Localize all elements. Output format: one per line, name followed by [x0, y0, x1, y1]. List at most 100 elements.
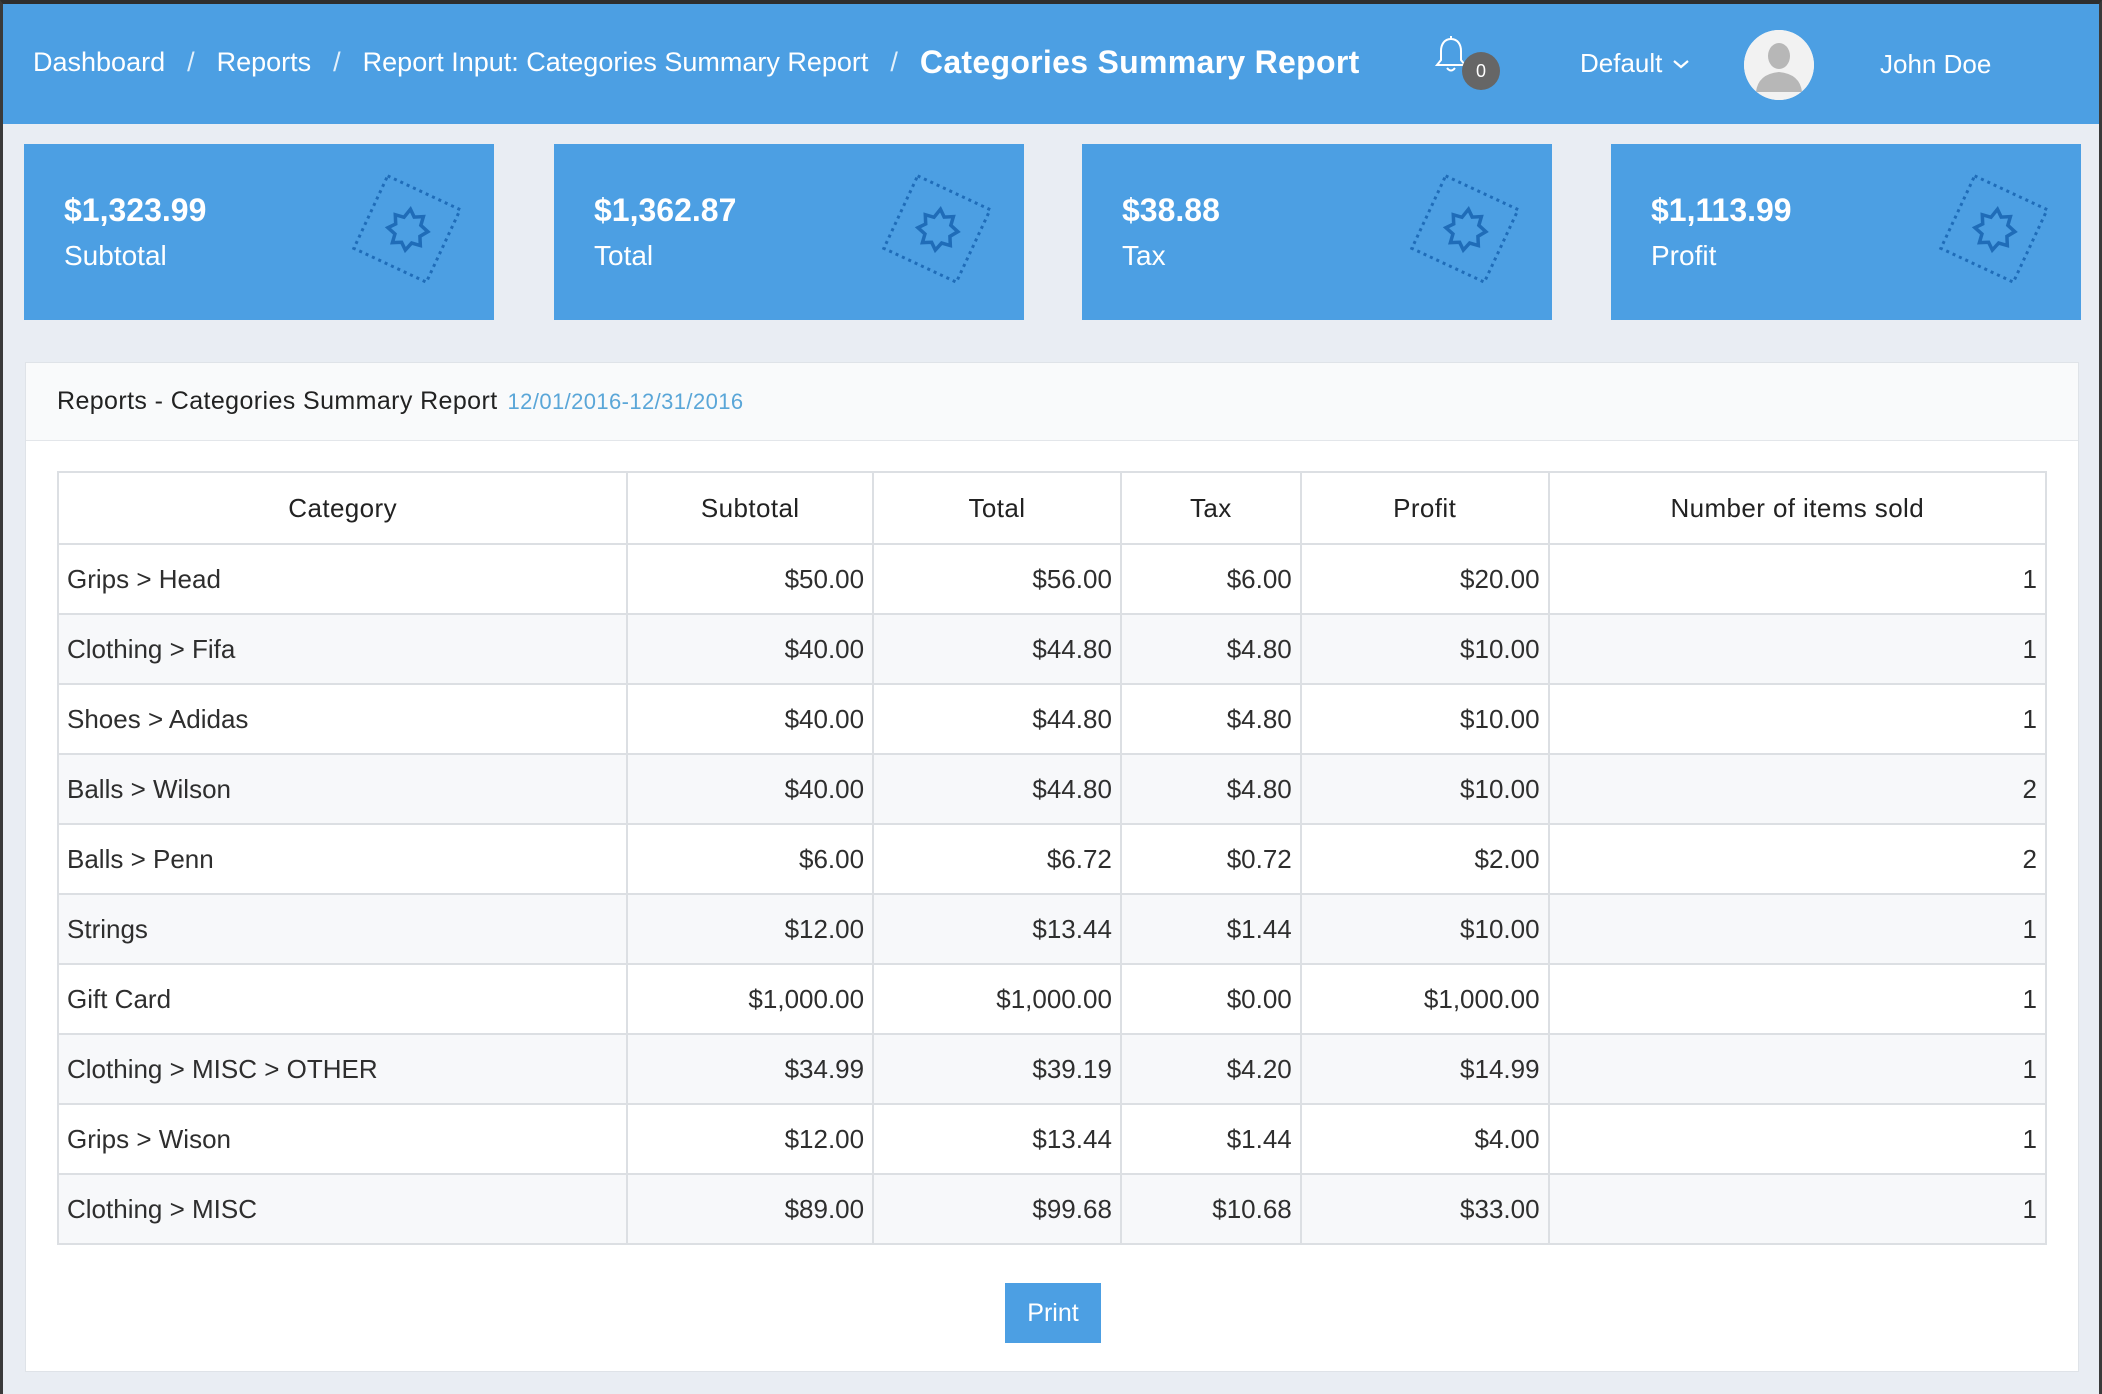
table-row: Balls > Wilson $40.00 $44.80 $4.80 $10.0…	[56, 753, 2048, 825]
default-dropdown[interactable]: Default	[1580, 48, 1690, 79]
chevron-down-icon	[1673, 59, 1690, 68]
table-row: Grips > Head $50.00 $56.00 $6.00 $20.00 …	[56, 543, 2048, 615]
user-silhouette-icon	[1744, 30, 1814, 100]
panel-title: Reports - Categories Summary Report	[57, 387, 498, 415]
cell-total: $6.72	[872, 823, 1122, 895]
table-row: Strings $12.00 $13.44 $1.44 $10.00 1	[56, 893, 2048, 965]
table-row: Clothing > Fifa $40.00 $44.80 $4.80 $10.…	[56, 613, 2048, 685]
cell-total: $39.19	[872, 1033, 1122, 1105]
print-button[interactable]: Print	[1005, 1283, 1101, 1343]
cell-profit: $10.00	[1299, 613, 1550, 685]
cell-category: Shoes > Adidas	[56, 683, 629, 755]
top-navbar: Dashboard / Reports / Report Input: Cate…	[0, 0, 2102, 124]
cell-profit: $10.00	[1299, 893, 1550, 965]
cell-subtotal: $40.00	[626, 683, 875, 755]
table-row: Clothing > MISC > OTHER $34.99 $39.19 $4…	[56, 1033, 2048, 1105]
cell-category: Balls > Penn	[56, 823, 629, 895]
cell-items-sold: 1	[1547, 1033, 2048, 1105]
cell-profit: $4.00	[1299, 1103, 1550, 1175]
gear-badge-icon	[1409, 173, 1521, 285]
column-header-tax[interactable]: Tax	[1119, 471, 1302, 545]
cell-category: Grips > Wison	[56, 1103, 629, 1175]
cell-items-sold: 1	[1547, 1173, 2048, 1245]
card-value: $38.88	[1122, 192, 1220, 228]
table-row: Gift Card $1,000.00 $1,000.00 $0.00 $1,0…	[56, 963, 2048, 1035]
table-row: Balls > Penn $6.00 $6.72 $0.72 $2.00 2	[56, 823, 2048, 895]
cell-items-sold: 1	[1547, 893, 2048, 965]
cell-subtotal: $12.00	[626, 1103, 875, 1175]
cell-total: $44.80	[872, 613, 1122, 685]
breadcrumb-reports[interactable]: Reports	[216, 46, 312, 77]
cell-tax: $0.00	[1119, 963, 1302, 1035]
card-label: Profit	[1651, 240, 1717, 271]
gear-badge-icon	[881, 173, 993, 285]
bell-icon	[1434, 36, 1468, 72]
cell-subtotal: $1,000.00	[626, 963, 875, 1035]
cell-category: Clothing > MISC	[56, 1173, 629, 1245]
cell-subtotal: $89.00	[626, 1173, 875, 1245]
notifications-button[interactable]: 0	[1430, 32, 1500, 92]
cell-subtotal: $40.00	[626, 753, 875, 825]
column-header-category[interactable]: Category	[56, 471, 629, 545]
report-panel: Reports - Categories Summary Report 12/0…	[25, 362, 2079, 1372]
cell-total: $56.00	[872, 543, 1122, 615]
notification-count-badge: 0	[1462, 52, 1500, 90]
breadcrumb: Dashboard / Reports / Report Input: Cate…	[33, 44, 1360, 81]
cell-category: Balls > Wilson	[56, 753, 629, 825]
cell-tax: $4.80	[1119, 683, 1302, 755]
panel-header: Reports - Categories Summary Report 12/0…	[26, 363, 2078, 441]
column-header-subtotal[interactable]: Subtotal	[626, 471, 875, 545]
card-profit: $1,113.99 Profit	[1611, 144, 2081, 320]
breadcrumb-separator: /	[890, 46, 898, 77]
column-header-total[interactable]: Total	[872, 471, 1122, 545]
cell-items-sold: 1	[1547, 543, 2048, 615]
cell-subtotal: $12.00	[626, 893, 875, 965]
card-tax: $38.88 Tax	[1082, 144, 1552, 320]
gear-badge-icon	[1938, 173, 2050, 285]
column-header-items-sold[interactable]: Number of items sold	[1547, 471, 2048, 545]
cell-category: Strings	[56, 893, 629, 965]
user-name[interactable]: John Doe	[1880, 49, 1992, 79]
card-label: Tax	[1122, 240, 1166, 271]
cell-subtotal: $6.00	[626, 823, 875, 895]
cell-profit: $10.00	[1299, 683, 1550, 755]
cell-tax: $1.44	[1119, 1103, 1302, 1175]
cell-tax: $4.80	[1119, 613, 1302, 685]
cell-profit: $14.99	[1299, 1033, 1550, 1105]
cell-items-sold: 2	[1547, 753, 2048, 825]
breadcrumb-dashboard[interactable]: Dashboard	[33, 46, 166, 77]
avatar[interactable]	[1744, 30, 1814, 100]
column-header-profit[interactable]: Profit	[1299, 471, 1550, 545]
cell-items-sold: 1	[1547, 683, 2048, 755]
cell-tax: $6.00	[1119, 543, 1302, 615]
default-dropdown-label: Default	[1580, 48, 1663, 78]
breadcrumb-separator: /	[333, 46, 341, 77]
card-subtotal: $1,323.99 Subtotal	[24, 144, 494, 320]
table-row: Clothing > MISC $89.00 $99.68 $10.68 $33…	[56, 1173, 2048, 1245]
cell-profit: $2.00	[1299, 823, 1550, 895]
breadcrumb-separator: /	[187, 46, 195, 77]
cell-total: $13.44	[872, 893, 1122, 965]
cell-category: Gift Card	[56, 963, 629, 1035]
card-value: $1,113.99	[1651, 192, 1792, 228]
breadcrumb-report-input[interactable]: Report Input: Categories Summary Report	[362, 46, 869, 77]
gear-badge-icon	[351, 173, 463, 285]
cell-tax: $1.44	[1119, 893, 1302, 965]
cell-items-sold: 1	[1547, 963, 2048, 1035]
card-value: $1,323.99	[64, 192, 207, 228]
cell-total: $44.80	[872, 753, 1122, 825]
cell-profit: $10.00	[1299, 753, 1550, 825]
table-header-row: Category Subtotal Total Tax Profit Numbe…	[56, 471, 2048, 545]
cell-profit: $33.00	[1299, 1173, 1550, 1245]
cell-tax: $4.80	[1119, 753, 1302, 825]
table-row: Shoes > Adidas $40.00 $44.80 $4.80 $10.0…	[56, 683, 2048, 755]
cell-tax: $4.20	[1119, 1033, 1302, 1105]
cell-total: $44.80	[872, 683, 1122, 755]
card-total: $1,362.87 Total	[554, 144, 1024, 320]
page-title: Categories Summary Report	[919, 43, 1360, 80]
cell-subtotal: $34.99	[626, 1033, 875, 1105]
cell-profit: $1,000.00	[1299, 963, 1550, 1035]
cell-total: $99.68	[872, 1173, 1122, 1245]
card-label: Subtotal	[64, 240, 167, 271]
cell-items-sold: 1	[1547, 613, 2048, 685]
